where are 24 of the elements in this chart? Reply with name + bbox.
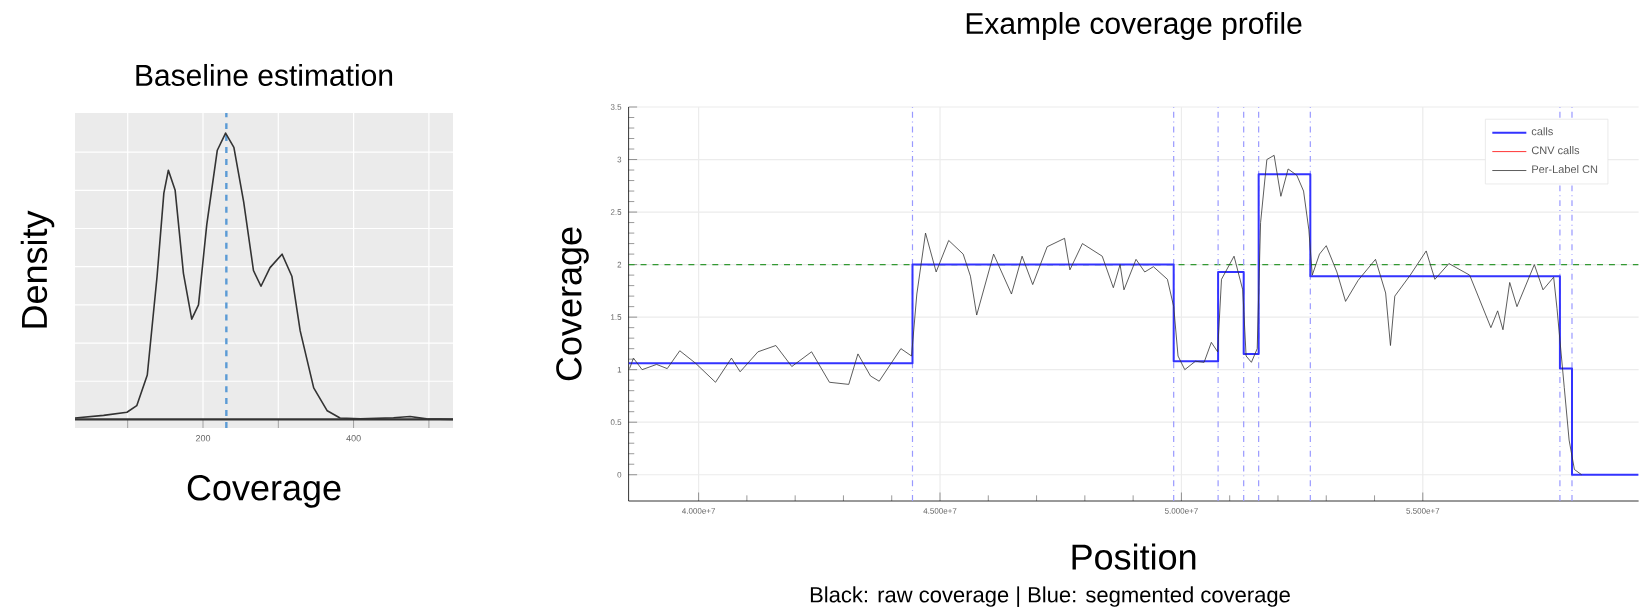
x-tick-label: 4.000e+7 (682, 508, 716, 514)
y-axis-title: Density (20, 210, 55, 328)
legend-label: calls (1531, 127, 1553, 136)
x-axis-title: Coverage (187, 475, 341, 508)
y-tick-label: 3 (617, 156, 622, 163)
y-tick-label: 1.5 (611, 314, 622, 320)
x-axis-title: Position (1072, 543, 1196, 570)
text: Black: raw coverage | Blue: segmented coverage (810, 586, 1290, 607)
chart-title: Example coverage profile (966, 12, 1302, 40)
x-tick-label: 5.500e+7 (1406, 508, 1440, 514)
y-tick-label: 0.5 (610, 419, 622, 426)
y-tick-label: 0 (617, 471, 622, 478)
legend-label: CNV calls (1531, 146, 1580, 155)
legend-label: Per-Label CN (1532, 165, 1598, 174)
y-tick-label: 2.5 (610, 209, 622, 215)
x-tick-label: 200 (195, 435, 211, 442)
x-tick-label: 4.500e+7 (923, 508, 957, 514)
x-tick-label: 400 (346, 435, 361, 442)
y-axis-title: Coverage (556, 227, 589, 381)
y-tick-label: 3.5 (610, 104, 622, 110)
y-tick-label: 1 (617, 366, 622, 373)
chart-title: Baseline estimation (136, 63, 393, 86)
y-tick-label: 2 (617, 261, 622, 268)
x-tick-label: 5.000e+7 (1164, 508, 1198, 514)
